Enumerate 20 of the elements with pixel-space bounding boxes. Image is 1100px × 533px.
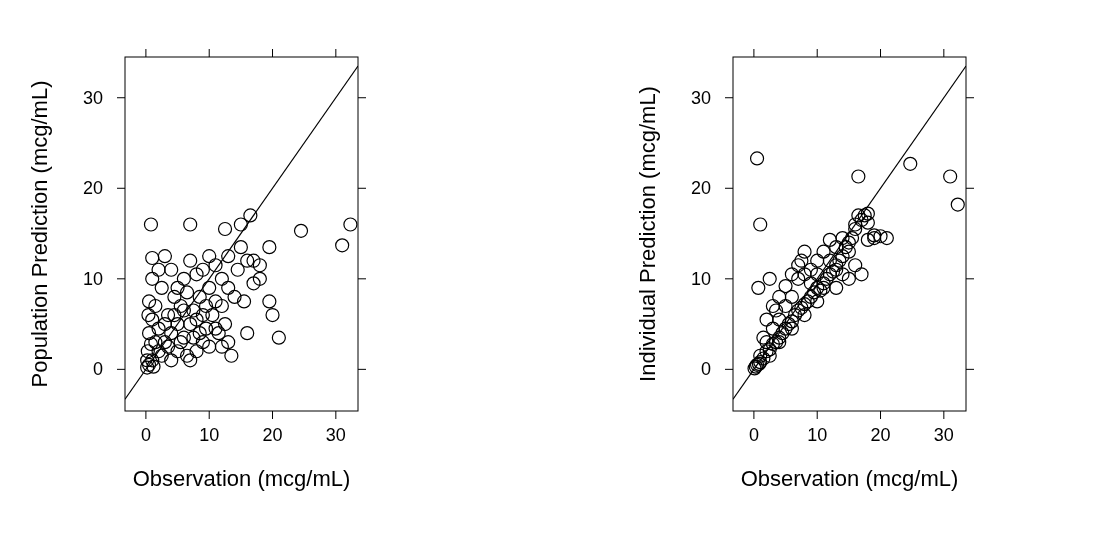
y-tick-label: 30 (690, 87, 711, 108)
x-axis-title: Observation (mcg/mL) (740, 466, 959, 491)
x-tick-label: 0 (140, 425, 151, 445)
y-tick-label: 10 (690, 268, 711, 289)
x-tick-label: 10 (807, 425, 828, 445)
y-axis-title: Individual Prediction (mcg/mL) (635, 86, 660, 382)
y-tick-label: 20 (82, 178, 103, 199)
y-tick-label: 10 (82, 268, 103, 289)
x-tick-label: 20 (262, 425, 283, 445)
y-tick-label: 0 (700, 359, 711, 380)
y-tick-label: 20 (690, 178, 711, 199)
x-tick-label: 30 (325, 425, 346, 445)
y-tick-label: 0 (92, 359, 103, 380)
y-axis-title: Population Prediction (mcg/mL) (27, 80, 52, 388)
x-tick-label: 30 (933, 425, 954, 445)
x-tick-label: 20 (870, 425, 891, 445)
x-tick-label: 0 (748, 425, 759, 445)
x-axis-title: Observation (mcg/mL) (132, 466, 351, 491)
x-tick-label: 10 (199, 425, 220, 445)
y-tick-label: 30 (82, 87, 103, 108)
